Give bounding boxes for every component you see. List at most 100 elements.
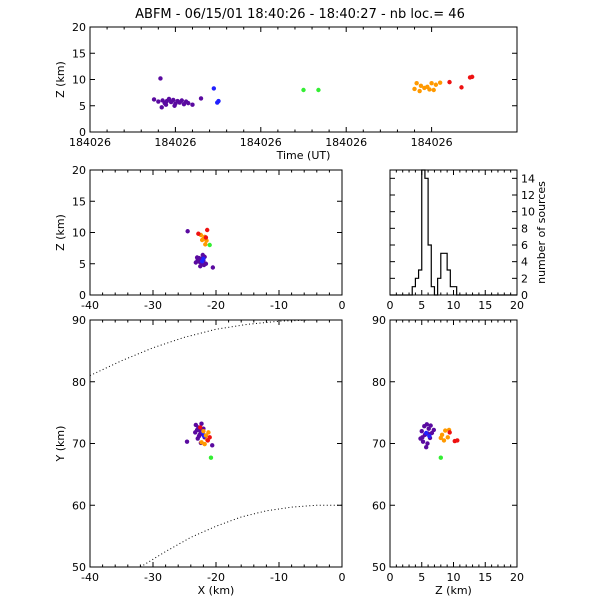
plan-view-y-tick-label: 60 xyxy=(72,499,86,512)
x-height-point-purple xyxy=(201,262,207,268)
plan-view-point-orange xyxy=(202,441,207,447)
height-histogram-axes-frame xyxy=(389,169,518,296)
plan-view-x-tick-label: -40 xyxy=(81,571,99,584)
time-height-point-orange xyxy=(429,80,434,86)
time-height-y-tick-label: 20 xyxy=(72,21,86,34)
time-height-point-purple xyxy=(198,96,204,101)
plan-view-x-tick-label: -20 xyxy=(207,571,225,584)
time-height-point-purple xyxy=(190,102,195,107)
time-height-y-axis-label: Z (km) xyxy=(54,61,67,98)
plan-view-axes-frame xyxy=(89,319,343,568)
height-y-y-tick-label: 60 xyxy=(372,499,386,512)
x-height-x-tick-label: -20 xyxy=(207,299,225,312)
plan-view-y-tick-label: 50 xyxy=(72,561,86,574)
range-ring-curve xyxy=(89,319,342,377)
time-height-point-orange xyxy=(437,80,443,85)
x-height-y-tick-label: 15 xyxy=(72,195,86,208)
time-height-point-purple xyxy=(186,100,191,106)
range-ring-curve xyxy=(140,504,342,568)
x-height-point-red xyxy=(204,227,210,233)
height-y-point-purple xyxy=(424,422,430,427)
plan-view-point-red xyxy=(198,425,203,430)
height-histogram-y-tick-label: 14 xyxy=(521,172,535,185)
height-y-panel: 0 5 10 15 20 50 60 70 80 90 Z (km) xyxy=(372,314,524,597)
height-histogram-x-tick-label: 5 xyxy=(418,299,425,312)
time-height-point-orange xyxy=(417,88,422,94)
height-histogram-y-tick-label: 0 xyxy=(521,289,528,302)
time-height-x-tick-label: 184026 xyxy=(325,136,367,149)
height-histogram-y-tick-label: 6 xyxy=(521,239,528,252)
time-height-point-orange xyxy=(418,83,424,89)
plan-view-point-orange xyxy=(201,428,206,434)
time-height-x-tick-label: 184026 xyxy=(69,136,111,149)
height-histogram-y-tick-label: 4 xyxy=(521,256,528,269)
height-y-x-tick-label: 0 xyxy=(387,571,394,584)
height-y-x-tick-label: 10 xyxy=(447,571,461,584)
height-y-x-tick-label: 20 xyxy=(510,571,524,584)
x-height-point-green xyxy=(207,242,212,248)
time-height-point-purple xyxy=(171,97,176,103)
time-height-point-orange xyxy=(412,86,417,92)
time-height-point-blue xyxy=(211,86,217,91)
height-histogram-x-tick-label: 15 xyxy=(478,299,492,312)
x-height-panel: -40 -30 -20 -10 0 0 5 10 15 20 Z (km) xyxy=(54,164,346,312)
height-y-point-orange xyxy=(445,435,450,440)
height-histogram-x-tick-label: 20 xyxy=(510,299,524,312)
time-height-y-tick-label: 15 xyxy=(72,47,86,60)
x-height-point-purple xyxy=(210,265,216,270)
height-histogram-x-tick-label: 10 xyxy=(447,299,461,312)
x-height-y-tick-label: 10 xyxy=(72,227,86,240)
height-histogram-x-tick-label: 0 xyxy=(387,299,394,312)
height-histogram-y-tick-label: 12 xyxy=(521,189,535,202)
plan-view-point-orange xyxy=(203,433,209,438)
histogram-step-line xyxy=(390,169,517,296)
plan-view-point-orange xyxy=(206,430,211,435)
height-histogram-y-tick-label: 2 xyxy=(521,272,528,285)
time-height-x-tick-label: 184026 xyxy=(411,136,453,149)
plan-view-y-tick-label: 90 xyxy=(72,314,86,327)
plan-view-x-axis-label: X (km) xyxy=(198,584,235,597)
time-height-point-purple xyxy=(172,103,177,108)
time-height-point-purple xyxy=(166,96,172,102)
x-height-x-tick-label: -30 xyxy=(144,299,162,312)
x-height-point-blue xyxy=(201,256,206,261)
x-height-point-purple xyxy=(198,264,203,269)
time-height-x-tick-label: 184026 xyxy=(154,136,196,149)
time-height-point-blue xyxy=(216,98,221,104)
height-y-point-purple xyxy=(423,445,429,450)
plan-view-point-red xyxy=(207,435,212,440)
x-height-point-red xyxy=(203,235,209,240)
height-y-point-purple xyxy=(425,441,430,446)
x-height-point-red xyxy=(196,231,201,236)
x-height-y-tick-label: 0 xyxy=(79,289,86,302)
time-height-point-purple xyxy=(158,76,163,81)
height-y-x-tick-label: 15 xyxy=(478,571,492,584)
height-y-point-purple xyxy=(418,436,423,441)
x-height-point-orange xyxy=(203,242,208,247)
height-y-point-blue xyxy=(427,433,432,439)
x-height-y-axis-label: Z (km) xyxy=(54,214,67,251)
plan-view-point-green xyxy=(208,455,214,460)
plan-view-x-tick-label: 0 xyxy=(339,571,346,584)
time-height-y-tick-label: 0 xyxy=(79,126,86,139)
time-height-point-red xyxy=(469,74,475,80)
plan-view-x-tick-label: -10 xyxy=(270,571,288,584)
height-histogram-y-tick-label: 8 xyxy=(521,222,528,235)
x-height-point-purple xyxy=(196,255,202,261)
time-height-x-tick-label: 184026 xyxy=(240,136,282,149)
plan-view-y-tick-label: 70 xyxy=(72,438,86,451)
height-y-point-orange xyxy=(441,438,447,443)
time-height-x-axis-label: Time (UT) xyxy=(276,149,331,162)
plan-view-point-purple xyxy=(210,443,215,448)
height-y-point-red xyxy=(455,438,460,443)
height-y-axes-frame xyxy=(389,319,518,568)
height-y-y-tick-label: 90 xyxy=(372,314,386,327)
x-height-point-purple xyxy=(200,252,205,258)
time-height-point-orange xyxy=(433,82,439,87)
height-y-point-purple xyxy=(431,427,437,433)
height-y-point-orange xyxy=(438,435,443,441)
x-height-axes-frame xyxy=(89,169,343,296)
time-height-point-red xyxy=(447,79,452,85)
time-height-point-green xyxy=(301,87,306,93)
plan-view-point-purple xyxy=(199,421,204,426)
